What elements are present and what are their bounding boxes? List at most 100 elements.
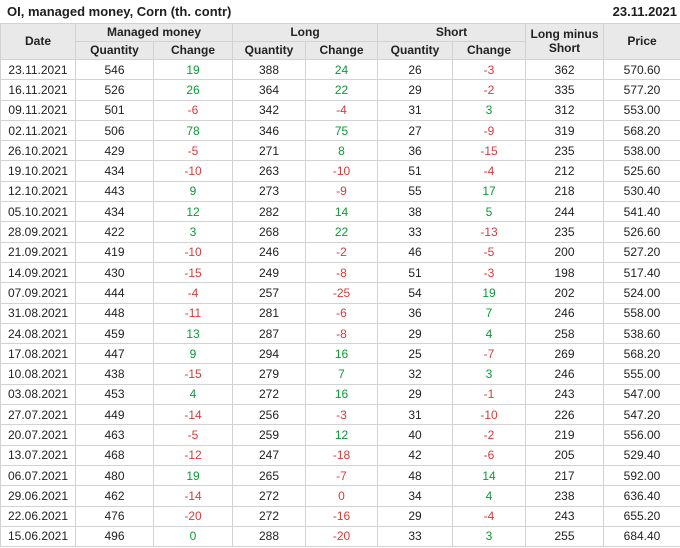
cell-long-change: -7 (304, 464, 379, 487)
cell-managed-money-quantity: 496 (75, 525, 154, 548)
cell-managed-money-change: -14 (153, 485, 233, 507)
cell-managed-money-quantity: 501 (75, 99, 154, 121)
cell-short-change: -2 (452, 79, 527, 101)
cell-long-change: 14 (304, 201, 379, 223)
cell-long-quantity: 346 (232, 119, 306, 142)
cell-short-quantity: 36 (377, 140, 454, 162)
cell-price: 553.00 (603, 99, 680, 121)
cell-long-minus-short: 218 (525, 180, 605, 203)
cell-short-change: 4 (452, 485, 527, 507)
cell-managed-money-quantity: 453 (75, 383, 154, 406)
cell-long-change: -18 (304, 444, 379, 466)
cell-managed-money-change: -11 (153, 302, 233, 324)
cell-price: 570.60 (603, 58, 680, 81)
cell-short-quantity: 36 (377, 302, 454, 324)
cell-date: 07.09.2021 (0, 282, 76, 304)
header-group-short: Short (377, 23, 527, 42)
cell-managed-money-quantity: 429 (75, 140, 154, 162)
table-row: 19.10.2021 434 -10 263 -10 51 -4 212 525.60 (0, 160, 680, 182)
cell-managed-money-change: -4 (153, 282, 233, 304)
cell-price: 556.00 (603, 424, 680, 446)
table-row: 23.11.2021 546 19 388 24 26 -3 362 570.60 (0, 58, 680, 81)
cell-short-change: -13 (452, 221, 527, 243)
cell-long-minus-short: 319 (525, 119, 605, 142)
header-short-quantity: Quantity (377, 41, 454, 60)
cell-long-quantity: 273 (232, 180, 306, 203)
cell-date: 21.09.2021 (0, 241, 76, 263)
cell-long-change: -25 (304, 282, 379, 304)
table-row: 05.10.2021 434 12 282 14 38 5 244 541.40 (0, 201, 680, 223)
cell-date: 28.09.2021 (0, 221, 76, 243)
cell-long-minus-short: 269 (525, 343, 605, 365)
cell-managed-money-change: -10 (153, 241, 233, 263)
cell-managed-money-change: -12 (153, 444, 233, 466)
cell-date: 24.08.2021 (0, 322, 76, 345)
cell-long-quantity: 342 (232, 99, 306, 121)
cell-managed-money-quantity: 438 (75, 363, 154, 385)
table-row: 12.10.2021 443 9 273 -9 55 17 218 530.40 (0, 180, 680, 203)
cell-date: 03.08.2021 (0, 383, 76, 406)
cell-date: 29.06.2021 (0, 485, 76, 507)
cell-price: 547.20 (603, 404, 680, 426)
table-header: Date Managed money Long Short Long minus… (0, 23, 680, 60)
cell-short-quantity: 29 (377, 505, 454, 527)
cell-date: 02.11.2021 (0, 119, 76, 142)
cell-managed-money-change: 78 (153, 119, 233, 142)
cell-long-quantity: 257 (232, 282, 306, 304)
table-row: 20.07.2021 463 -5 259 12 40 -2 219 556.00 (0, 424, 680, 446)
cell-price: 517.40 (603, 261, 680, 284)
cell-long-change: -10 (304, 160, 379, 182)
header-group-managed-money: Managed money (75, 23, 233, 42)
cell-short-quantity: 54 (377, 282, 454, 304)
table-row: 02.11.2021 506 78 346 75 27 -9 319 568.20 (0, 119, 680, 142)
cell-managed-money-quantity: 476 (75, 505, 154, 527)
table-row: 06.07.2021 480 19 265 -7 48 14 217 592.00 (0, 464, 680, 487)
cell-long-change: 22 (304, 221, 379, 243)
cell-managed-money-change: 4 (153, 383, 233, 406)
table-row: 26.10.2021 429 -5 271 8 36 -15 235 538.00 (0, 140, 680, 162)
cell-long-change: -6 (304, 302, 379, 324)
table-row: 17.08.2021 447 9 294 16 25 -7 269 568.20 (0, 343, 680, 365)
cell-price: 558.00 (603, 302, 680, 324)
cell-short-change: -3 (452, 261, 527, 284)
cell-short-change: 3 (452, 525, 527, 548)
cell-short-quantity: 42 (377, 444, 454, 466)
cell-managed-money-change: 3 (153, 221, 233, 243)
header-managed-money-change: Change (153, 41, 233, 60)
cell-managed-money-change: 13 (153, 322, 233, 345)
cell-long-quantity: 364 (232, 79, 306, 101)
cell-price: 529.40 (603, 444, 680, 466)
cell-long-change: -8 (304, 261, 379, 284)
header-short-change: Change (452, 41, 527, 60)
cell-long-minus-short: 335 (525, 79, 605, 101)
cell-short-quantity: 32 (377, 363, 454, 385)
cell-price: 592.00 (603, 464, 680, 487)
table-row: 27.07.2021 449 -14 256 -3 31 -10 226 547.20 (0, 404, 680, 426)
cell-short-change: -9 (452, 119, 527, 142)
header-group-long: Long (231, 23, 379, 42)
table-row: 09.11.2021 501 -6 342 -4 31 3 312 553.00 (0, 99, 680, 121)
cell-long-minus-short: 217 (525, 464, 605, 487)
cell-long-quantity: 272 (232, 383, 306, 406)
cell-price: 568.20 (603, 343, 680, 365)
cell-managed-money-change: -5 (153, 424, 233, 446)
cell-price: 541.40 (603, 201, 680, 223)
cell-long-minus-short: 200 (525, 241, 605, 263)
cell-date: 17.08.2021 (0, 343, 76, 365)
cell-short-quantity: 38 (377, 201, 454, 223)
cell-long-change: 0 (304, 485, 379, 507)
cell-short-change: -4 (452, 505, 527, 527)
cell-short-quantity: 55 (377, 180, 454, 203)
cell-short-change: -4 (452, 160, 527, 182)
cell-managed-money-change: 9 (153, 343, 233, 365)
cell-managed-money-change: 12 (153, 201, 233, 223)
cell-managed-money-change: 19 (153, 464, 233, 487)
cell-date: 09.11.2021 (0, 99, 76, 121)
cell-long-minus-short: 212 (525, 160, 605, 182)
cell-managed-money-quantity: 447 (75, 343, 154, 365)
cell-long-minus-short: 246 (525, 363, 605, 385)
cell-date: 13.07.2021 (0, 444, 76, 466)
cell-long-minus-short: 244 (525, 201, 605, 223)
cell-managed-money-quantity: 463 (75, 424, 154, 446)
cell-long-change: 24 (304, 58, 379, 81)
